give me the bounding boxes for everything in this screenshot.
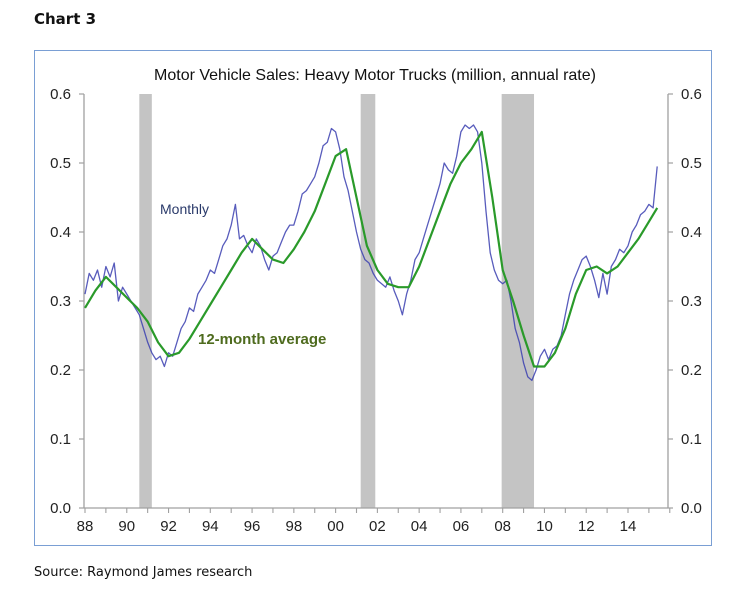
y-tick-label-right: 0.2 — [681, 362, 702, 379]
chart-frame — [34, 50, 712, 546]
x-tick-label: 04 — [411, 518, 428, 535]
recession-band-0 — [139, 94, 152, 508]
y-tick-label-left: 0.2 — [50, 362, 71, 379]
axes: 0.0 0.1 0.2 0.3 0.4 0.5 0.6 0.0 0.1 0.2 0.3 0.4 0.5 0… — [50, 86, 702, 535]
x-tick-label: 96 — [244, 518, 261, 535]
chart-label: Chart 3 — [34, 10, 97, 28]
annotation-monthly: Monthly — [160, 201, 209, 217]
y-tick-label-left: 0.5 — [50, 155, 71, 172]
recession-bands — [139, 94, 535, 508]
x-tick-label: 08 — [494, 518, 511, 535]
x-tick-label: 12 — [578, 518, 595, 535]
y-tick-label-left: 0.3 — [50, 293, 71, 310]
y-tick-label-left: 0.6 — [50, 86, 71, 103]
x-tick-label: 98 — [286, 518, 303, 535]
chart-title: Motor Vehicle Sales: Heavy Motor Trucks … — [154, 67, 596, 84]
x-tick-label: 14 — [620, 518, 637, 535]
y-tick-label-left: 0.4 — [50, 224, 71, 241]
source-note: Source: Raymond James research — [34, 565, 253, 580]
x-tick-label: 88 — [77, 518, 94, 535]
recession-band-2 — [501, 94, 535, 508]
x-tick-label: 92 — [160, 518, 177, 535]
series-line-12-month-average — [84, 130, 659, 368]
y-tick-label-left: 0.1 — [50, 431, 71, 448]
x-tick-label: 00 — [327, 518, 344, 535]
x-tick-label: 06 — [453, 518, 470, 535]
series-line-monthly — [84, 124, 658, 382]
annotation-12-month-average: 12-month average — [198, 331, 326, 348]
recession-band-1 — [360, 94, 376, 508]
series-lines — [84, 124, 659, 382]
y-tick-label-left: 0.0 — [50, 500, 71, 517]
y-tick-label-right: 0.6 — [681, 86, 702, 103]
y-tick-label-right: 0.4 — [681, 224, 702, 241]
x-tick-label: 90 — [118, 518, 135, 535]
y-tick-label-right: 0.3 — [681, 293, 702, 310]
y-tick-label-right: 0.1 — [681, 431, 702, 448]
x-tick-label: 02 — [369, 518, 386, 535]
x-tick-label: 10 — [536, 518, 553, 535]
y-tick-label-right: 0.5 — [681, 155, 702, 172]
y-tick-label-right: 0.0 — [681, 500, 702, 517]
x-tick-label: 94 — [202, 518, 219, 535]
